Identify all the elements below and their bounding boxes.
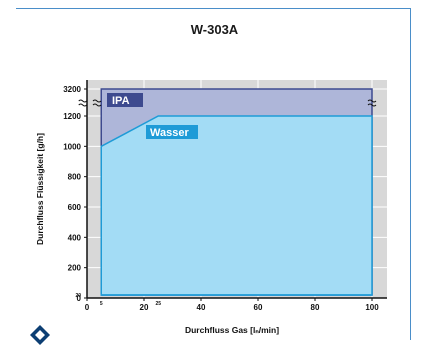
x-tick-label: 80 [311,303,320,312]
y-tick-label: 0 [77,294,82,303]
y-tick-label: 200 [68,264,82,273]
x-tick-label: 0 [85,303,90,312]
x-tick-label-minor: 25 [155,301,161,307]
axis-break-mark [92,99,102,103]
axis-break-mark [78,99,88,103]
series-label-bg-wasser [146,125,198,139]
y-tick-label: 1200 [63,112,81,121]
x-axis-title: Durchfluss Gas [lₙ/min] [185,325,279,335]
x-tick-label: 100 [365,303,379,312]
x-tick-label: 60 [254,303,263,312]
axis-break-mark [92,103,102,107]
y-axis-title: Durchfluss Flüssigkeit [g/h] [35,133,45,245]
chart-card [16,8,411,340]
x-tick-label-minor: 5 [100,301,103,307]
y-tick-label: 3200 [63,85,81,94]
x-tick-label: 20 [140,303,149,312]
series-label-bg-ipa [107,93,143,107]
series-area-wasser [100,115,373,296]
y-tick-label: 800 [68,173,82,182]
y-tick-label: 1000 [63,142,81,151]
y-tick-label: 600 [68,203,82,212]
series-label-ipa: IPA [112,95,130,107]
y-tick-label-minor: 20 [75,293,81,299]
series-label-wasser: Wasser [150,127,189,139]
axis-break-mark [78,103,88,107]
axis-break-mark [367,103,377,107]
axis-break-mark [367,99,377,103]
chart-title: W-303A [190,22,239,37]
x-tick-label: 40 [197,303,206,312]
y-tick-label: 400 [68,233,82,242]
diamond-logo [30,325,50,345]
